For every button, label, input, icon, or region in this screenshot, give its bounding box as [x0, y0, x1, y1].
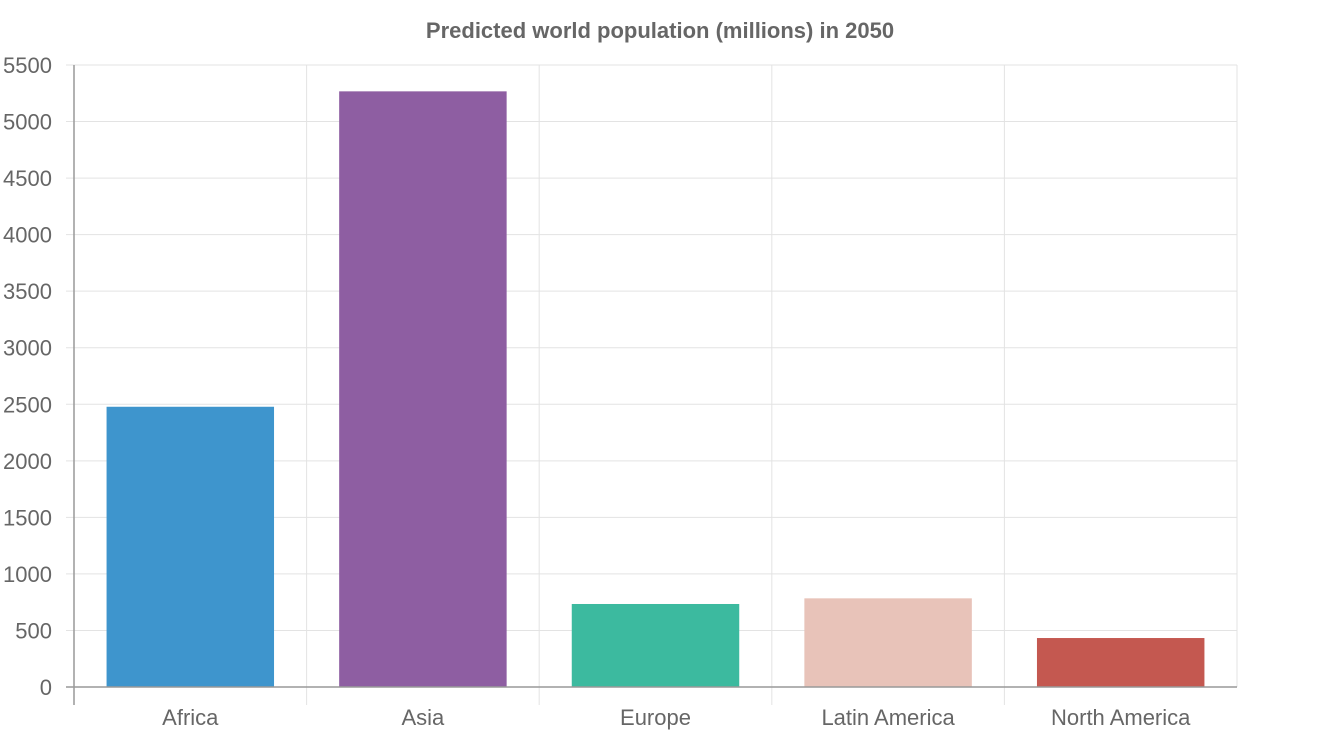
y-tick-label: 2500: [3, 392, 52, 417]
y-axis-ticks: 0 500 1000 1500 2000 2500 3000 3500 4000 4500 5000…: [3, 53, 52, 700]
y-tick-label: 3500: [3, 279, 52, 304]
x-tick-label: Asia: [402, 705, 446, 730]
x-tick-label: Latin America: [821, 705, 955, 730]
chart-title: Predicted world population (millions) in…: [426, 18, 894, 43]
y-tick-label: 1500: [3, 505, 52, 530]
bar-europe: [571, 603, 740, 687]
gridlines: [66, 64, 1238, 705]
x-tick-label: Africa: [162, 705, 219, 730]
y-tick-label: 2000: [3, 449, 52, 474]
y-tick-label: 1000: [3, 562, 52, 587]
y-tick-label: 4000: [3, 223, 52, 248]
y-tick-label: 3000: [3, 336, 52, 361]
x-axis-ticks: Africa Asia Europe Latin America North Ameri…: [162, 705, 1191, 730]
y-tick-label: 5000: [3, 110, 52, 135]
y-tick-label: 0: [40, 675, 52, 700]
x-tick-label: Europe: [620, 705, 691, 730]
bars: [106, 91, 1205, 688]
x-tick-label: North America: [1051, 705, 1191, 730]
bar-north-america: [1036, 638, 1205, 687]
bar-latin-america: [804, 598, 972, 687]
bar-africa: [106, 406, 275, 687]
axes: [66, 65, 1237, 705]
y-tick-label: 4500: [3, 166, 52, 191]
y-tick-label: 500: [15, 618, 52, 643]
bar-asia: [339, 91, 507, 688]
y-tick-label: 5500: [3, 53, 52, 78]
